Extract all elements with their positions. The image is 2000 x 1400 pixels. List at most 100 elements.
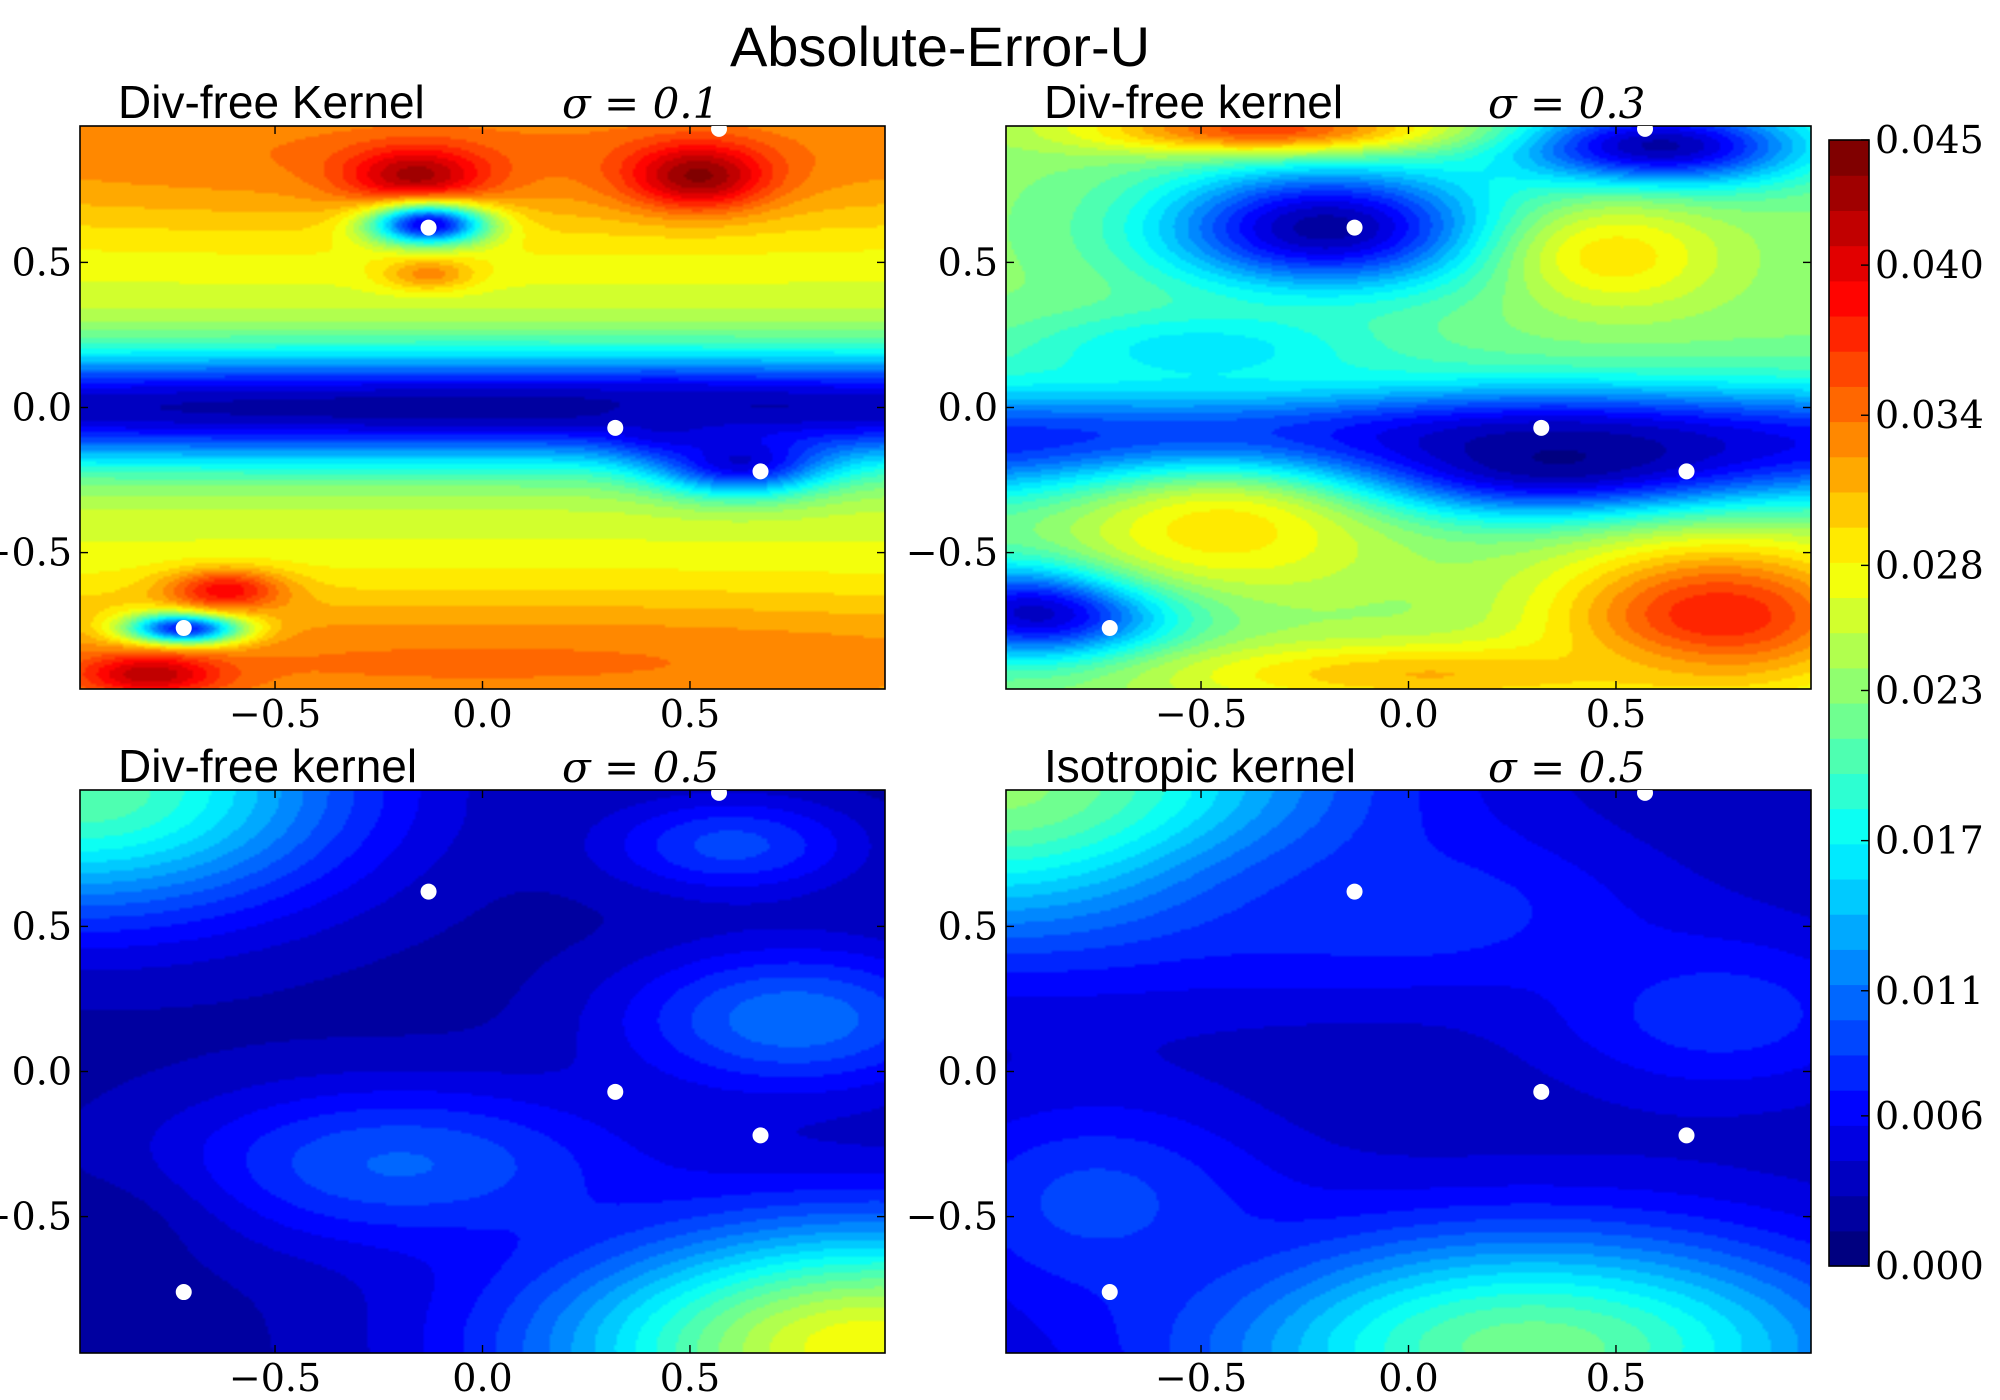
panel-title: Isotropic kernel	[1044, 740, 1356, 792]
colorbar-level	[1829, 562, 1869, 599]
panel-sigma-label: σ = 0.1	[562, 79, 719, 128]
observation-point	[1101, 1284, 1118, 1301]
panel-bottom-right: −0.5 0.0 0.5 0.5 0.0 −0.5 Isotropic kernel σ = …	[906, 740, 1812, 1400]
colorbar-level	[1829, 351, 1869, 387]
y-tick-label: 0.0	[938, 1050, 998, 1094]
observation-point	[711, 126, 728, 137]
x-tick-label: −0.5	[1155, 1356, 1247, 1400]
panel-sigma-label: σ = 0.5	[1488, 743, 1645, 792]
observation-point	[752, 1127, 769, 1144]
observation-point	[711, 790, 728, 801]
panel-title: Div-free Kernel	[118, 76, 425, 128]
x-tick-label: 0.0	[452, 692, 512, 736]
panel-title: Div-free kernel	[1044, 76, 1343, 128]
colorbar-tick-label: 0.034	[1875, 393, 1984, 437]
colorbar-level	[1829, 1054, 1869, 1091]
y-tick-label: −0.5	[0, 531, 72, 575]
colorbar-level	[1829, 175, 1869, 211]
colorbar-level	[1829, 632, 1869, 669]
observation-point	[607, 1083, 624, 1100]
colorbar-tick-label: 0.023	[1875, 668, 1984, 712]
observation-point	[1346, 219, 1363, 236]
panel-sigma-label: σ = 0.5	[562, 743, 719, 792]
observation-point	[1533, 419, 1550, 436]
colorbar-level	[1829, 738, 1869, 774]
y-tick-label: 0.0	[12, 386, 72, 430]
colorbar-level	[1829, 1019, 1869, 1056]
colorbar-level	[1829, 1195, 1869, 1232]
observation-point	[1637, 126, 1654, 137]
panel-top-right: −0.5 0.0 0.5 0.5 0.0 −0.5 Div-free kernel σ = 0…	[906, 76, 1812, 736]
colorbar-level	[1829, 808, 1869, 845]
colorbar-level	[1829, 667, 1869, 704]
x-tick-label: 0.0	[1378, 692, 1438, 736]
colorbar-level	[1829, 315, 1869, 352]
x-tick-label: −0.5	[229, 1356, 321, 1400]
colorbar: 0.045 0.040 0.034 0.028 0.023 0.017 0.011 0.006…	[1828, 118, 1984, 1288]
colorbar-level	[1829, 843, 1869, 880]
colorbar-level	[1829, 949, 1869, 986]
y-tick-label: −0.5	[906, 531, 998, 575]
colorbar-level	[1829, 1230, 1869, 1267]
colorbar-level	[1829, 491, 1869, 528]
y-tick-label: 0.5	[12, 240, 72, 284]
x-tick-label: 0.5	[1586, 692, 1646, 736]
observation-point	[607, 419, 624, 436]
panel-title: Div-free kernel	[118, 740, 417, 792]
panel-top-left: −0.5 0.0 0.5 0.5 0.0 −0.5 Div-free Kernel σ = 0…	[0, 76, 886, 736]
observation-point	[1533, 1083, 1550, 1100]
x-tick-label: 0.5	[1586, 1356, 1646, 1400]
colorbar-level	[1829, 984, 1869, 1021]
x-tick-label: −0.5	[1155, 692, 1247, 736]
colorbar-tick-label: 0.006	[1875, 1094, 1984, 1138]
colorbar-tick-label: 0.028	[1875, 543, 1984, 587]
panel-bottom-left: −0.5 0.0 0.5 0.5 0.0 −0.5 Div-free kernel σ = 0…	[0, 740, 886, 1400]
x-tick-label: 0.5	[660, 692, 720, 736]
panel-sigma-label: σ = 0.3	[1488, 79, 1645, 128]
colorbar-level	[1829, 456, 1869, 493]
observation-point	[1678, 463, 1695, 480]
y-tick-label: 0.5	[938, 240, 998, 284]
colorbar-level	[1829, 421, 1869, 458]
colorbar-tick-label: 0.017	[1875, 819, 1984, 863]
colorbar-level	[1829, 245, 1869, 282]
observation-point	[1346, 883, 1363, 900]
y-tick-label: 0.5	[12, 904, 72, 948]
colorbar-tick-label: 0.045	[1875, 118, 1984, 162]
colorbar-level	[1829, 527, 1869, 563]
heatmap-field	[80, 790, 885, 1353]
colorbar-level	[1829, 773, 1869, 810]
observation-point	[175, 1284, 192, 1301]
colorbar-tick-label: 0.011	[1875, 969, 1984, 1013]
observation-point	[1101, 620, 1118, 637]
observation-point	[1637, 790, 1654, 801]
figure-title: Absolute-Error-U	[730, 15, 1150, 78]
observation-point	[1678, 1127, 1695, 1144]
y-tick-label: −0.5	[906, 1195, 998, 1239]
colorbar-level	[1829, 280, 1869, 317]
x-tick-label: 0.5	[660, 1356, 720, 1400]
y-tick-label: −0.5	[0, 1195, 72, 1239]
y-tick-label: 0.0	[12, 1050, 72, 1094]
heatmap-field	[80, 126, 885, 689]
colorbar-level	[1829, 1125, 1869, 1162]
y-tick-label: 0.0	[938, 386, 998, 430]
colorbar-level	[1829, 597, 1869, 634]
colorbar-level	[1829, 878, 1869, 915]
colorbar-level	[1829, 140, 1869, 176]
colorbar-frame	[1828, 139, 1870, 1267]
heatmap-field	[1006, 126, 1811, 689]
y-tick-label: 0.5	[938, 904, 998, 948]
x-tick-label: 0.0	[452, 1356, 512, 1400]
colorbar-tick-label: 0.040	[1875, 243, 1984, 287]
colorbar-level	[1829, 1090, 1869, 1126]
x-tick-label: −0.5	[229, 692, 321, 736]
heatmap-field	[1006, 790, 1811, 1353]
colorbar-level	[1829, 1160, 1869, 1197]
observation-point	[752, 463, 769, 480]
colorbar-level	[1829, 386, 1869, 423]
observation-point	[420, 883, 437, 900]
colorbar-level	[1829, 210, 1869, 247]
x-tick-label: 0.0	[1378, 1356, 1438, 1400]
